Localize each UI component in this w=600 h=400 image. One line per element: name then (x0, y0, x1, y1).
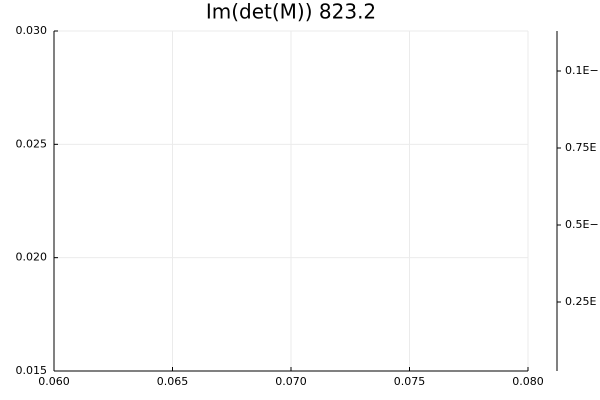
colorbar-tick-label: 0.25E (565, 295, 596, 308)
x-tick-label: 0.075 (394, 375, 426, 388)
colorbar-tick-label: 0.1E− (565, 64, 599, 77)
y-tick-label: 0.015 (16, 364, 48, 377)
colorbar-tick-label: 0.75E (565, 141, 596, 154)
x-tick-label: 0.065 (157, 375, 189, 388)
colorbar-tick-label: 0.5E− (565, 218, 599, 231)
x-tick-label: 0.080 (512, 375, 544, 388)
chart-title: Im(det(M)) 823.2 (206, 0, 376, 24)
y-tick-label: 0.025 (16, 137, 48, 150)
y-tick-label: 0.020 (16, 251, 48, 264)
y-tick-label: 0.030 (16, 24, 48, 37)
x-tick-label: 0.070 (275, 375, 307, 388)
x-tick-label: 0.060 (38, 375, 70, 388)
